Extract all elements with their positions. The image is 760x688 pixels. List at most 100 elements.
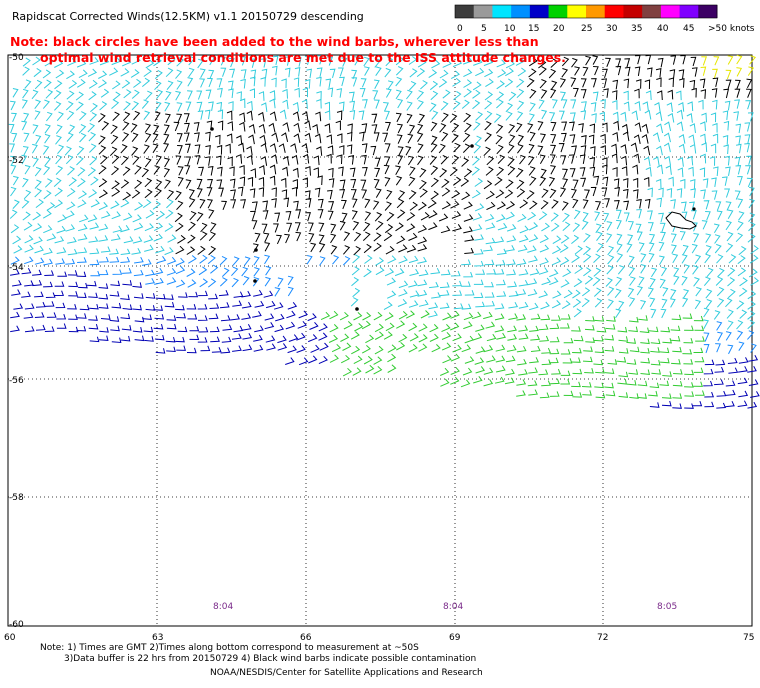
wind-barb xyxy=(429,80,439,91)
wind-barb xyxy=(589,166,596,177)
wind-barb xyxy=(629,393,639,399)
wind-barb xyxy=(226,110,233,121)
wind-barb xyxy=(574,66,581,76)
wind-barb xyxy=(110,200,120,209)
wind-barb xyxy=(77,167,86,177)
wind-barb xyxy=(197,337,208,343)
wind-barb xyxy=(197,58,204,69)
wind-barb xyxy=(304,132,312,143)
wind-barb xyxy=(287,301,298,310)
wind-barb xyxy=(24,79,32,89)
wind-barb xyxy=(183,132,190,142)
wind-barb xyxy=(593,267,602,277)
wind-barb xyxy=(516,78,525,88)
wind-barb xyxy=(77,257,87,263)
wind-barb xyxy=(507,333,517,341)
wind-barb xyxy=(90,176,99,186)
wind-barb xyxy=(645,54,652,65)
wind-barb xyxy=(175,222,184,232)
wind-barb xyxy=(552,99,558,109)
wind-barb xyxy=(722,135,729,145)
wind-barb xyxy=(76,155,84,166)
wind-barb xyxy=(305,165,311,176)
lon-label: 69 xyxy=(449,633,461,643)
wind-barb xyxy=(98,145,107,155)
wind-barb xyxy=(496,291,507,297)
wind-barb xyxy=(496,214,506,223)
wind-barb xyxy=(141,259,152,266)
wind-barb xyxy=(747,233,756,243)
colorbar-label: >50 knots xyxy=(708,24,755,34)
wind-barb xyxy=(398,244,408,253)
wind-barb xyxy=(596,327,607,333)
wind-barb xyxy=(747,310,756,320)
wind-barb xyxy=(453,176,462,186)
wind-barb xyxy=(233,325,244,333)
wind-barb xyxy=(281,189,288,199)
wind-barb xyxy=(12,279,22,287)
wind-barb xyxy=(650,267,658,278)
wind-barb xyxy=(362,166,368,177)
wind-barb xyxy=(508,124,516,134)
wind-barb xyxy=(67,304,77,310)
wind-barb xyxy=(527,211,537,221)
wind-barb xyxy=(463,168,473,178)
wind-barb xyxy=(121,79,131,89)
wind-barb xyxy=(88,323,99,330)
wind-barb xyxy=(634,66,641,76)
wind-barb xyxy=(111,234,121,241)
wind-barb xyxy=(496,201,506,210)
wind-barb xyxy=(654,102,661,112)
wind-barb xyxy=(517,213,527,223)
wind-barb xyxy=(21,199,30,209)
wind-barb xyxy=(747,300,756,310)
wind-barb xyxy=(420,212,430,221)
wind-barb xyxy=(417,100,424,110)
wind-barb xyxy=(385,246,395,255)
wind-barb xyxy=(254,325,264,333)
wind-barb xyxy=(485,321,496,329)
wind-barb xyxy=(260,58,267,68)
wind-barb xyxy=(207,199,213,209)
wind-barb xyxy=(331,343,342,353)
wind-barb xyxy=(100,314,111,320)
wind-barb xyxy=(657,57,664,68)
wind-barb xyxy=(539,257,549,266)
wind-barb xyxy=(24,235,34,244)
wind-barb xyxy=(453,142,461,153)
wind-barb xyxy=(79,214,89,223)
wind-barb xyxy=(55,258,66,265)
wind-barb xyxy=(506,224,517,232)
wind-barb xyxy=(111,180,120,190)
wind-barb xyxy=(185,179,192,189)
wind-barb xyxy=(418,201,427,211)
wind-barb xyxy=(78,282,88,289)
wind-barb xyxy=(397,298,408,307)
wind-barb xyxy=(44,326,55,332)
wind-barb xyxy=(44,178,53,188)
wind-barb xyxy=(186,347,197,354)
wind-barb xyxy=(475,346,486,354)
wind-barb xyxy=(204,109,211,120)
colorbar-label: 35 xyxy=(631,24,642,34)
wind-barb xyxy=(130,69,140,78)
wind-barb xyxy=(541,347,552,354)
wind-barb xyxy=(661,266,668,277)
wind-barb xyxy=(440,269,451,276)
wind-barb xyxy=(747,319,756,330)
wind-barb xyxy=(209,222,217,232)
wind-barb xyxy=(603,212,610,223)
lat-label: -54 xyxy=(9,263,24,273)
wind-barb xyxy=(339,220,346,231)
wind-barb xyxy=(336,110,343,121)
wind-barb xyxy=(238,142,245,153)
wind-barb xyxy=(640,300,647,310)
wind-barb xyxy=(419,179,427,190)
wind-barb xyxy=(221,200,228,210)
wind-barb xyxy=(715,276,724,286)
wind-barb xyxy=(32,280,43,287)
wind-barb xyxy=(723,144,729,155)
wind-barb xyxy=(736,220,744,231)
wind-barb xyxy=(308,232,315,243)
wind-barb xyxy=(593,287,602,297)
